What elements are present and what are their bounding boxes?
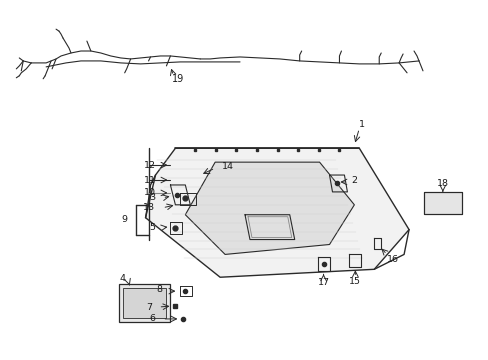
Text: 2: 2	[351, 176, 357, 185]
Bar	[119, 284, 170, 322]
Text: 18: 18	[436, 180, 448, 189]
Text: 10: 10	[143, 188, 155, 197]
Text: 1: 1	[359, 120, 365, 129]
Text: 6: 6	[149, 314, 155, 323]
Text: 9: 9	[122, 215, 127, 224]
Text: 5: 5	[149, 223, 155, 232]
Text: 4: 4	[120, 274, 125, 283]
Text: 19: 19	[172, 74, 184, 84]
Text: 14: 14	[222, 162, 234, 171]
Polygon shape	[145, 148, 408, 277]
Text: 16: 16	[386, 255, 398, 264]
Text: 12: 12	[143, 161, 155, 170]
Polygon shape	[185, 162, 354, 255]
Text: 13: 13	[143, 203, 155, 212]
Text: 11: 11	[143, 176, 155, 185]
Text: 3: 3	[149, 193, 155, 202]
Bar	[423, 192, 461, 214]
Text: 8: 8	[156, 285, 162, 294]
Text: 15: 15	[348, 277, 361, 286]
Text: 7: 7	[146, 302, 152, 311]
Bar	[122, 288, 166, 318]
Text: 17: 17	[317, 278, 329, 287]
